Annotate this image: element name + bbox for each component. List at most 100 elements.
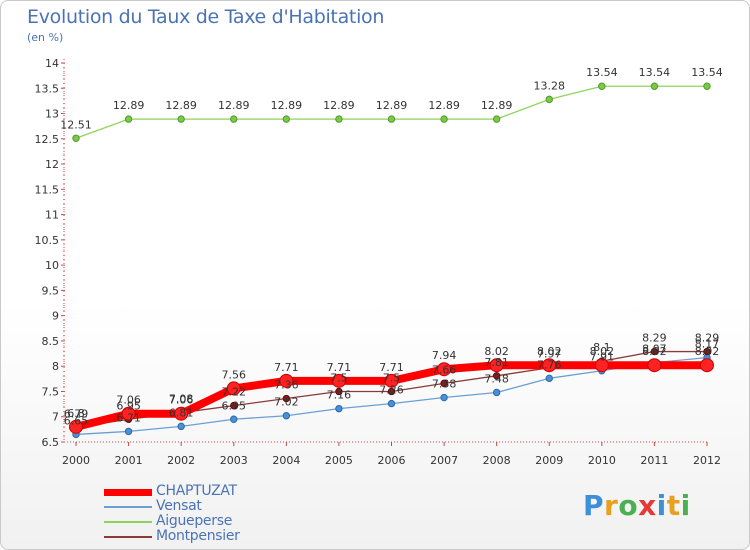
y-tick-label: 8: [52, 360, 59, 373]
data-point-montpensier: [440, 379, 448, 388]
data-label-montpensier: 7.81: [484, 356, 509, 369]
data-point-aigueperse: [177, 115, 185, 123]
data-label-aigueperse: 12.89: [271, 99, 303, 112]
data-label-chaptuzat: 7.71: [274, 361, 299, 374]
y-tick-label: 11: [45, 209, 59, 222]
data-label-vensat: 7.26: [379, 384, 404, 397]
data-label-aigueperse: 12.89: [323, 99, 355, 112]
y-tick-label: 8.5: [42, 335, 60, 348]
series-layer: [69, 82, 714, 439]
y-tick-label: 11.5: [35, 183, 60, 196]
logo-letter: o: [618, 489, 639, 522]
data-point-vensat: [492, 388, 501, 397]
data-label-aigueperse: 12.89: [376, 99, 408, 112]
data-point-aigueperse: [230, 115, 238, 123]
x-tick-label: 2012: [693, 454, 721, 467]
data-labels-layer: 6.87.06 7.067.567.71 7.71 7.717.94 8.02 8.02 8…: [60, 66, 723, 427]
data-label-aigueperse: 12.89: [428, 99, 460, 112]
data-label-aigueperse: 12.89: [165, 99, 197, 112]
data-point-vensat: [177, 422, 185, 431]
y-tick-label: 13: [45, 108, 59, 121]
data-point-vensat: [387, 399, 396, 408]
data-label-montpensier: 7.22: [222, 386, 247, 399]
data-point-aigueperse: [492, 115, 501, 123]
data-label-vensat: 6.95: [222, 399, 247, 412]
data-label-chaptuzat: 8.02: [642, 345, 667, 358]
x-tick-label: 2006: [378, 454, 406, 467]
data-point-montpensier: [230, 401, 238, 410]
data-point-montpensier: [703, 347, 711, 356]
data-label-vensat: 7.91: [590, 351, 615, 364]
data-label-chaptuzat: 6.8: [67, 407, 85, 420]
data-label-vensat: 7.76: [537, 358, 562, 371]
data-label-vensat: 8.07: [642, 343, 667, 356]
logo-letter: x: [638, 489, 657, 522]
legend-label: Montpensier: [156, 528, 240, 544]
data-point-chaptuzat: [226, 381, 241, 396]
data-label-aigueperse: 12.89: [218, 99, 250, 112]
x-tick-label: 2005: [325, 454, 353, 467]
data-point-vensat: [282, 412, 291, 420]
y-tick-label: 12: [45, 158, 59, 171]
x-tick-label: 2009: [535, 454, 563, 467]
data-point-aigueperse: [335, 115, 343, 123]
chart-subtitle: (en %): [27, 31, 64, 44]
x-tick-label: 2007: [430, 454, 458, 467]
y-tick-label: 9.5: [42, 284, 60, 297]
y-tick-label: 14: [45, 57, 59, 70]
data-point-aigueperse: [72, 134, 80, 142]
logo-letter: t: [666, 489, 681, 522]
data-label-aigueperse: 13.54: [691, 66, 723, 79]
data-point-aigueperse: [703, 82, 711, 90]
data-label-aigueperse: 12.89: [113, 99, 145, 112]
data-label-vensat: 7.02: [274, 396, 299, 409]
data-point-chaptuzat: [384, 373, 399, 388]
data-point-chaptuzat: [331, 373, 346, 388]
data-point-chaptuzat: [437, 362, 452, 377]
data-point-chaptuzat: [174, 406, 189, 421]
data-point-montpensier: [492, 372, 501, 380]
legend-label: CHAPTUZAT: [156, 483, 237, 499]
data-label-chaptuzat: 7.71: [327, 361, 352, 374]
data-point-aigueperse: [598, 82, 606, 90]
data-label-vensat: 6.65: [64, 414, 89, 427]
data-point-chaptuzat: [279, 373, 294, 388]
data-label-vensat: 7.16: [327, 389, 352, 402]
chart-axes: 6.5 7 7.5 8 8.5 9 9.5 10 10.5 11 11.5 12 12.5 13 13.5 1…: [35, 57, 722, 467]
legend-swatch: [104, 536, 152, 538]
data-label-montpensier: 8.1: [593, 341, 611, 354]
x-tick-label: 2002: [167, 454, 195, 467]
data-point-aigueperse: [124, 115, 133, 123]
x-tick-label: 2010: [588, 454, 616, 467]
x-tick-label: 2003: [220, 454, 248, 467]
data-label-aigueperse: 13.54: [639, 66, 671, 79]
data-point-vensat: [335, 404, 343, 413]
x-tick-label: 2011: [640, 454, 668, 467]
data-point-aigueperse: [440, 115, 448, 123]
proxiti-logo: Proxiti: [583, 489, 691, 522]
data-label-aigueperse: 12.51: [60, 118, 92, 131]
y-tick-label: 10.5: [35, 234, 60, 247]
y-tick-label: 7: [52, 411, 59, 424]
x-tick-label: 2004: [272, 454, 300, 467]
chart-title: Evolution du Taux de Taxe d'Habitation: [27, 6, 385, 28]
x-tick-label: 2008: [483, 454, 511, 467]
data-label-montpensier: 7.97: [537, 348, 562, 361]
data-label-chaptuzat: 8.02: [590, 345, 615, 358]
x-tick-label: 2000: [62, 454, 90, 467]
data-point-montpensier: [650, 347, 659, 356]
data-point-montpensier: [387, 387, 396, 396]
data-label-montpensier: 8.29: [695, 332, 720, 345]
data-label-chaptuzat: 8.02: [695, 345, 720, 358]
data-label-vensat: 6.81: [169, 406, 194, 419]
data-point-aigueperse: [282, 115, 291, 123]
data-label-aigueperse: 13.54: [586, 66, 618, 79]
data-label-montpensier: 7.5: [383, 371, 401, 384]
data-label-montpensier: 8.29: [642, 332, 667, 345]
y-tick-label: 6.5: [42, 436, 60, 449]
data-point-chaptuzat: [489, 358, 504, 373]
y-tick-label: 9: [52, 310, 59, 323]
data-label-vensat: 7.38: [432, 378, 457, 391]
data-label-chaptuzat: 8.02: [537, 345, 562, 358]
